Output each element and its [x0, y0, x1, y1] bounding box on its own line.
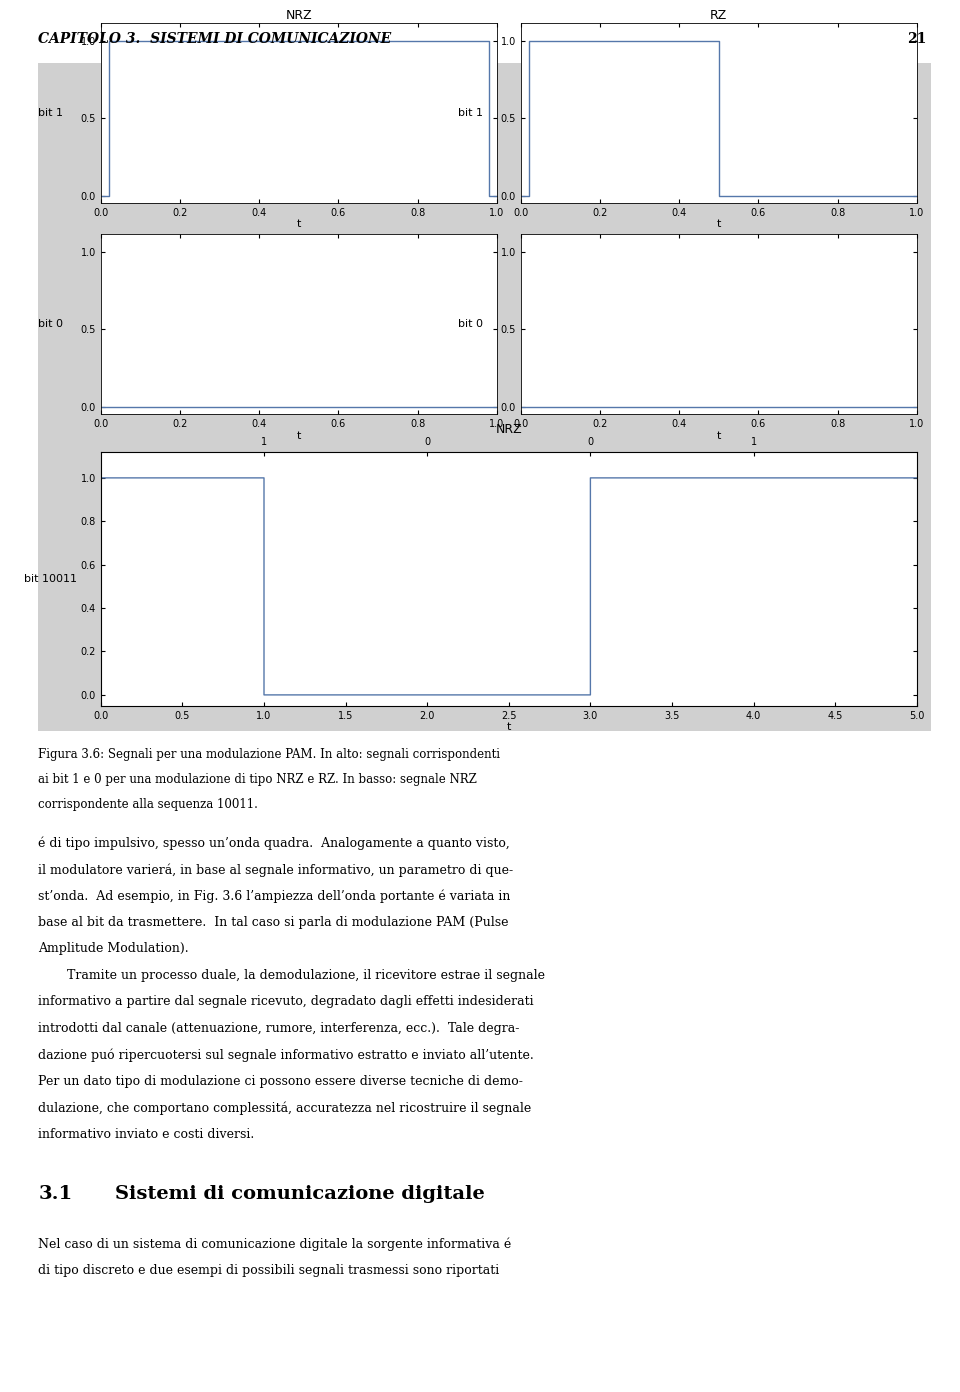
Text: Sistemi di comunicazione digitale: Sistemi di comunicazione digitale: [115, 1185, 485, 1203]
Y-axis label: bit 10011: bit 10011: [23, 574, 77, 583]
Text: Tramite un processo duale, la demodulazione, il ricevitore estrae il segnale: Tramite un processo duale, la demodulazi…: [67, 969, 545, 981]
X-axis label: t: t: [507, 722, 511, 732]
Text: base al bit da trasmettere.  In tal caso si parla di modulazione PAM (Pulse: base al bit da trasmettere. In tal caso …: [38, 916, 509, 928]
Text: Nel caso di un sistema di comunicazione digitale la sorgente informativa é: Nel caso di un sistema di comunicazione …: [38, 1237, 512, 1251]
Text: 3.1: 3.1: [38, 1185, 73, 1203]
Text: st’onda.  Ad esempio, in Fig. 3.6 l’ampiezza dell’onda portante é variata in: st’onda. Ad esempio, in Fig. 3.6 l’ampie…: [38, 889, 511, 903]
X-axis label: t: t: [297, 430, 301, 440]
Text: 21: 21: [907, 32, 926, 46]
X-axis label: t: t: [716, 430, 721, 440]
Text: di tipo discreto e due esempi di possibili segnali trasmessi sono riportati: di tipo discreto e due esempi di possibi…: [38, 1264, 499, 1276]
Text: dulazione, che comportano complessitá, accuratezza nel ricostruire il segnale: dulazione, che comportano complessitá, a…: [38, 1101, 532, 1115]
Text: dazione puó ripercuotersi sul segnale informativo estratto e inviato all’utente.: dazione puó ripercuotersi sul segnale in…: [38, 1048, 534, 1062]
Text: introdotti dal canale (attenuazione, rumore, interferenza, ecc.).  Tale degra-: introdotti dal canale (attenuazione, rum…: [38, 1022, 519, 1034]
Text: é di tipo impulsivo, spesso un’onda quadra.  Analogamente a quanto visto,: é di tipo impulsivo, spesso un’onda quad…: [38, 837, 510, 851]
Y-axis label: bit 0: bit 0: [37, 319, 62, 329]
Title: NRZ: NRZ: [285, 8, 312, 22]
Text: CAPITOLO 3.  SISTEMI DI COMUNICAZIONE: CAPITOLO 3. SISTEMI DI COMUNICAZIONE: [38, 32, 392, 46]
Text: corrispondente alla sequenza 10011.: corrispondente alla sequenza 10011.: [38, 798, 258, 810]
Text: Per un dato tipo di modulazione ci possono essere diverse tecniche di demo-: Per un dato tipo di modulazione ci posso…: [38, 1075, 523, 1087]
Y-axis label: bit 0: bit 0: [458, 319, 483, 329]
Title: RZ: RZ: [710, 8, 728, 22]
Text: ai bit 1 e 0 per una modulazione di tipo NRZ e RZ. In basso: segnale NRZ: ai bit 1 e 0 per una modulazione di tipo…: [38, 773, 477, 785]
Text: informativo inviato e costi diversi.: informativo inviato e costi diversi.: [38, 1128, 254, 1140]
Text: Amplitude Modulation).: Amplitude Modulation).: [38, 942, 189, 955]
Text: informativo a partire dal segnale ricevuto, degradato dagli effetti indesiderati: informativo a partire dal segnale ricevu…: [38, 995, 534, 1008]
Text: Figura 3.6: Segnali per una modulazione PAM. In alto: segnali corrispondenti: Figura 3.6: Segnali per una modulazione …: [38, 748, 500, 760]
Title: NRZ: NRZ: [495, 423, 522, 436]
Y-axis label: bit 1: bit 1: [458, 109, 483, 118]
X-axis label: t: t: [716, 220, 721, 230]
Y-axis label: bit 1: bit 1: [37, 109, 62, 118]
X-axis label: t: t: [297, 220, 301, 230]
Text: il modulatore varierá, in base al segnale informativo, un parametro di que-: il modulatore varierá, in base al segnal…: [38, 863, 514, 877]
